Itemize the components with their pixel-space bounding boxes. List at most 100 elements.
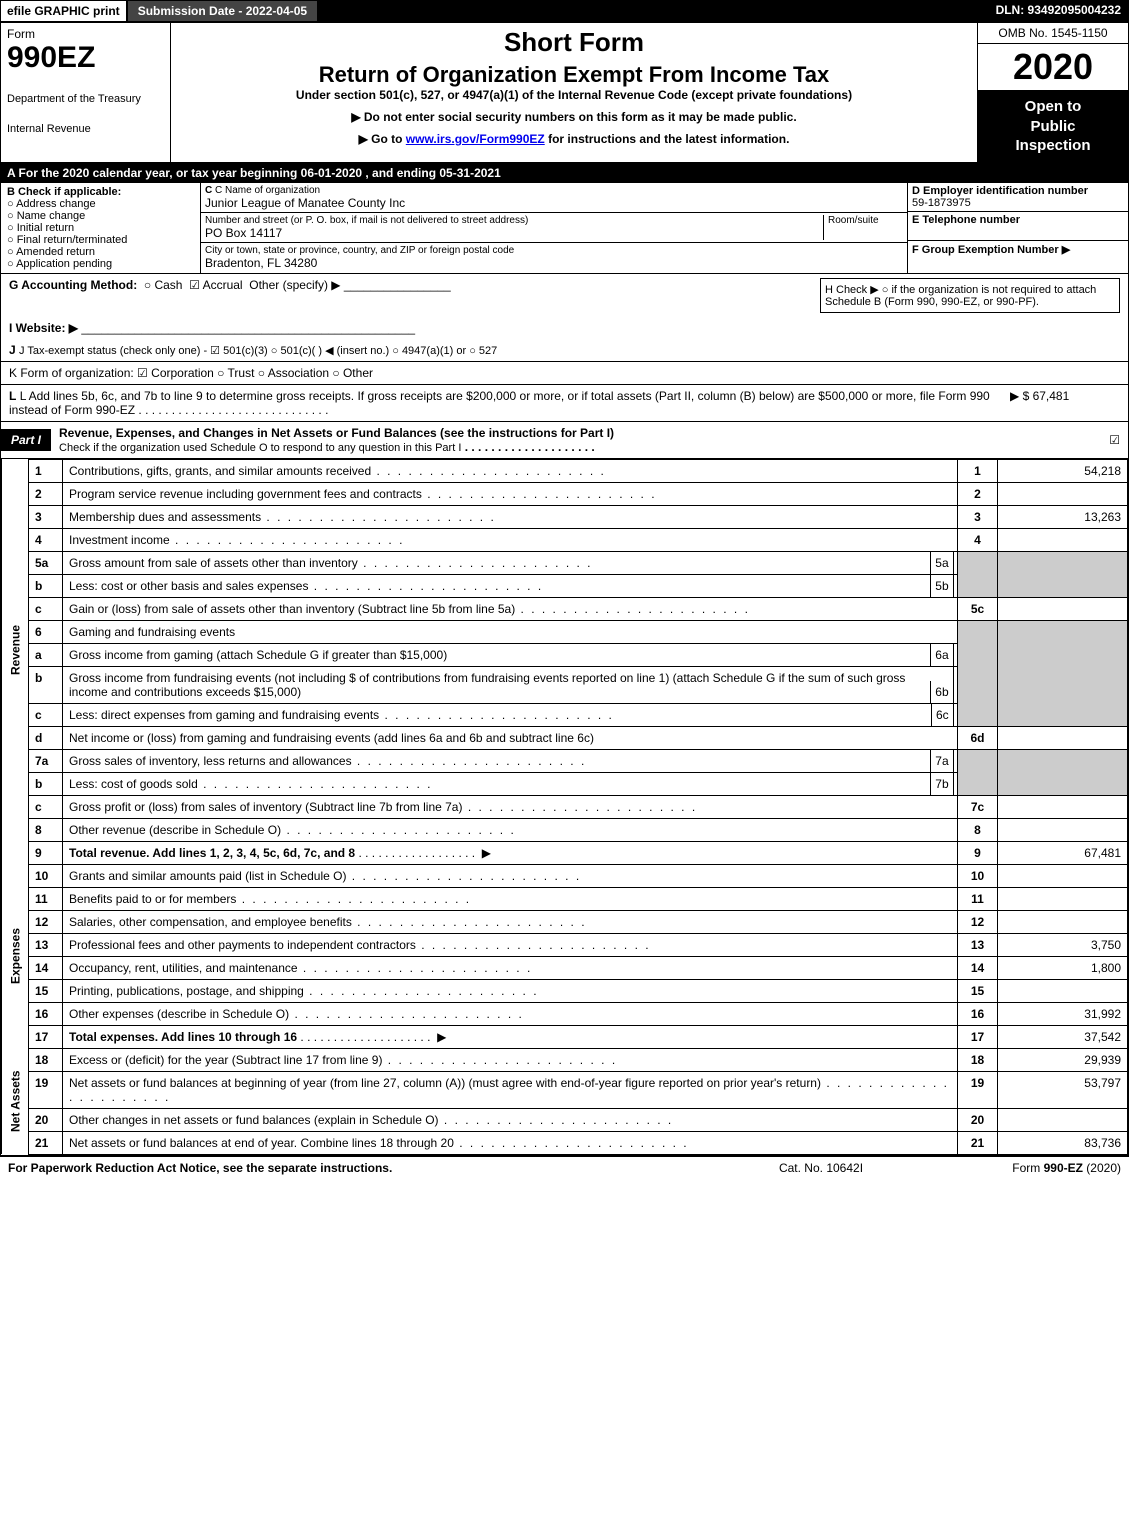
row-6d-amt (998, 726, 1128, 749)
row-7a-desc: Gross sales of inventory, less returns a… (63, 749, 958, 772)
row-3-desc: Membership dues and assessments (63, 505, 958, 528)
row-8-desc: Other revenue (describe in Schedule O) (63, 818, 958, 841)
row-7c-amt (998, 795, 1128, 818)
chk-initial-return[interactable]: Initial return (7, 222, 194, 234)
row-14-amt: 1,800 (998, 956, 1128, 979)
right-column: OMB No. 1545-1150 2020 Open to Public In… (978, 23, 1128, 162)
chk-name-change[interactable]: Name change (7, 210, 194, 222)
row-5b-num: b (29, 574, 63, 597)
goto-post: for instructions and the latest informat… (545, 132, 790, 146)
part-1-sub: Check if the organization used Schedule … (59, 442, 461, 454)
row-17-num: 17 (29, 1025, 63, 1048)
line-l: L L Add lines 5b, 6c, and 7b to line 9 t… (1, 384, 1128, 421)
part-1-checkbox[interactable]: ☑ (1101, 429, 1128, 451)
row-4-amt (998, 528, 1128, 551)
row-7a-num: 7a (29, 749, 63, 772)
box-b-label: B Check if applicable: (7, 186, 121, 198)
dln-label: DLN: 93492095004232 (988, 0, 1129, 22)
row-6a-num: a (29, 643, 63, 666)
row-19-amt: 53,797 (998, 1071, 1128, 1108)
row-6-desc: Gaming and fundraising events (63, 620, 958, 643)
dept-irs: Internal Revenue (7, 123, 164, 135)
row-21-box: 21 (958, 1131, 998, 1154)
page-footer: For Paperwork Reduction Act Notice, see … (0, 1156, 1129, 1179)
section-revenue: Revenue (2, 459, 29, 841)
row-13-desc: Professional fees and other payments to … (63, 933, 958, 956)
row-4-num: 4 (29, 528, 63, 551)
acct-accrual[interactable]: Accrual (203, 278, 243, 292)
row-11-amt (998, 887, 1128, 910)
row-19-num: 19 (29, 1071, 63, 1108)
row-20-num: 20 (29, 1108, 63, 1131)
part-1-tab: Part I (1, 429, 51, 451)
short-form-title: Short Form (179, 27, 969, 58)
top-bar: efile GRAPHIC print Submission Date - 20… (0, 0, 1129, 22)
row-13-box: 13 (958, 933, 998, 956)
row-6d-desc: Net income or (loss) from gaming and fun… (63, 726, 958, 749)
row-1-amt: 54,218 (998, 459, 1128, 482)
row-6c-desc: Less: direct expenses from gaming and fu… (63, 703, 958, 726)
row-3-num: 3 (29, 505, 63, 528)
row-8-num: 8 (29, 818, 63, 841)
row-15-desc: Printing, publications, postage, and shi… (63, 979, 958, 1002)
row-6b-num: b (29, 666, 63, 703)
row-19-desc: Net assets or fund balances at beginning… (63, 1071, 958, 1108)
row-19-box: 19 (958, 1071, 998, 1108)
row-15-num: 15 (29, 979, 63, 1002)
acct-other[interactable]: Other (specify) ▶ (249, 278, 340, 292)
org-address: PO Box 14117 (205, 226, 823, 240)
form-word: Form (7, 27, 35, 41)
footer-paperwork: For Paperwork Reduction Act Notice, see … (8, 1161, 721, 1175)
row-21-desc: Net assets or fund balances at end of ye… (63, 1131, 958, 1154)
box-d: D Employer identification number 59-1873… (908, 183, 1128, 273)
dept-treasury: Department of the Treasury (7, 93, 164, 105)
row-20-amt (998, 1108, 1128, 1131)
row-1-box: 1 (958, 459, 998, 482)
line-j: J J Tax-exempt status (check only one) -… (1, 339, 1128, 361)
row-13-num: 13 (29, 933, 63, 956)
row-2-amt (998, 482, 1128, 505)
row-16-desc: Other expenses (describe in Schedule O) (63, 1002, 958, 1025)
row-6b-desc: Gross income from fundraising events (no… (63, 666, 958, 703)
row-5b-desc: Less: cost or other basis and sales expe… (63, 574, 958, 597)
row-6d-box: 6d (958, 726, 998, 749)
box-c: C C Name of organization Junior League o… (201, 183, 908, 273)
row-10-num: 10 (29, 864, 63, 887)
goto-line: ▶ Go to www.irs.gov/Form990EZ for instru… (179, 132, 969, 146)
chk-application-pending[interactable]: Application pending (7, 258, 194, 270)
row-10-box: 10 (958, 864, 998, 887)
efile-label[interactable]: efile GRAPHIC print (0, 0, 127, 22)
row-16-amt: 31,992 (998, 1002, 1128, 1025)
row-18-box: 18 (958, 1048, 998, 1071)
form-id-column: Form 990EZ Department of the Treasury In… (1, 23, 171, 162)
addr-label: Number and street (or P. O. box, if mail… (205, 215, 823, 226)
row-16-num: 16 (29, 1002, 63, 1025)
form-container: Form 990EZ Department of the Treasury In… (0, 22, 1129, 1156)
chk-final-return[interactable]: Final return/terminated (7, 234, 194, 246)
row-3-box: 3 (958, 505, 998, 528)
chk-amended-return[interactable]: Amended return (7, 246, 194, 258)
row-5a-desc: Gross amount from sale of assets other t… (63, 551, 958, 574)
tax-year: 2020 (978, 44, 1128, 91)
line-h: H Check ▶ ○ if the organization is not r… (820, 278, 1120, 313)
row-5c-amt (998, 597, 1128, 620)
row-7c-box: 7c (958, 795, 998, 818)
room-suite-label: Room/suite (823, 215, 903, 240)
part-1-header: Part I Revenue, Expenses, and Changes in… (1, 421, 1128, 459)
chk-address-change[interactable]: Address change (7, 198, 194, 210)
row-21-amt: 83,736 (998, 1131, 1128, 1154)
row-14-desc: Occupancy, rent, utilities, and maintena… (63, 956, 958, 979)
row-10-amt (998, 864, 1128, 887)
footer-formref: Form 990-EZ (2020) (921, 1161, 1121, 1175)
row-1-num: 1 (29, 459, 63, 482)
row-15-box: 15 (958, 979, 998, 1002)
row-12-num: 12 (29, 910, 63, 933)
row-20-desc: Other changes in net assets or fund bala… (63, 1108, 958, 1131)
row-5a-num: 5a (29, 551, 63, 574)
entity-info-row: B Check if applicable: Address change Na… (1, 183, 1128, 274)
irs-link[interactable]: www.irs.gov/Form990EZ (406, 132, 545, 146)
title-column: Short Form Return of Organization Exempt… (171, 23, 978, 162)
city-label: City or town, state or province, country… (205, 245, 903, 256)
acct-cash[interactable]: Cash (154, 278, 182, 292)
row-2-box: 2 (958, 482, 998, 505)
